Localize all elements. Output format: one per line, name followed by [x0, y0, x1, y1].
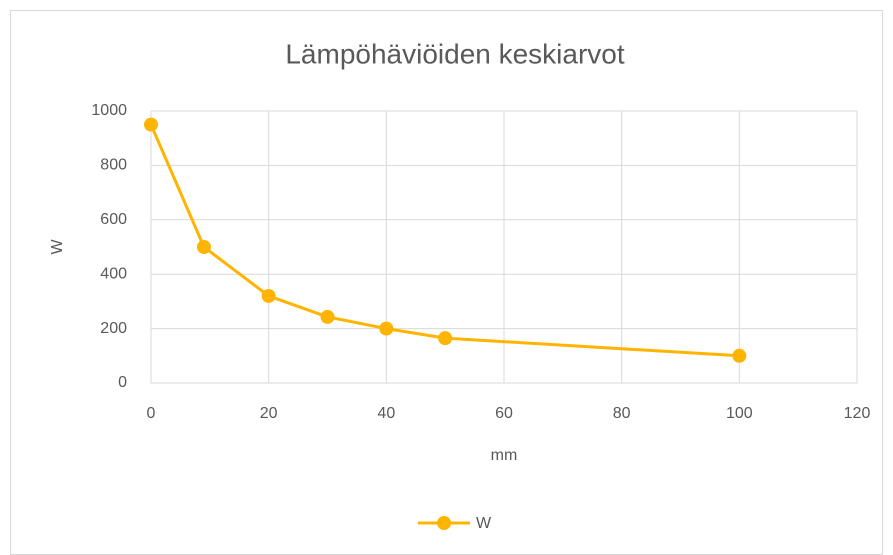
- data-point: [379, 321, 394, 336]
- y-tick-label: 1000: [91, 102, 127, 119]
- y-tick-label: 800: [100, 157, 127, 174]
- y-axis-label: W: [49, 239, 66, 255]
- x-tick-label: 80: [613, 405, 631, 422]
- y-tick-label: 600: [100, 211, 127, 228]
- x-tick-label: 100: [726, 405, 753, 422]
- x-axis-label: mm: [491, 447, 518, 464]
- x-tick-label: 20: [260, 405, 278, 422]
- data-point: [261, 288, 276, 303]
- chart-title: Lämpöhäviöiden keskiarvot: [285, 38, 625, 69]
- data-point: [438, 331, 453, 346]
- x-tick-label: 0: [147, 405, 156, 422]
- data-point: [196, 240, 211, 254]
- y-tick-label: 200: [100, 320, 127, 337]
- x-tick-label: 120: [844, 405, 871, 422]
- legend-label: W: [476, 515, 492, 532]
- legend-marker: [437, 516, 451, 530]
- x-tick-label: 60: [495, 405, 513, 422]
- x-tick-label: 40: [377, 405, 395, 422]
- chart-border: [10, 10, 883, 555]
- data-point: [144, 117, 158, 132]
- data-point: [320, 309, 335, 324]
- data-point: [732, 348, 747, 363]
- y-tick-label: 400: [100, 265, 127, 282]
- y-tick-label: 0: [118, 374, 127, 391]
